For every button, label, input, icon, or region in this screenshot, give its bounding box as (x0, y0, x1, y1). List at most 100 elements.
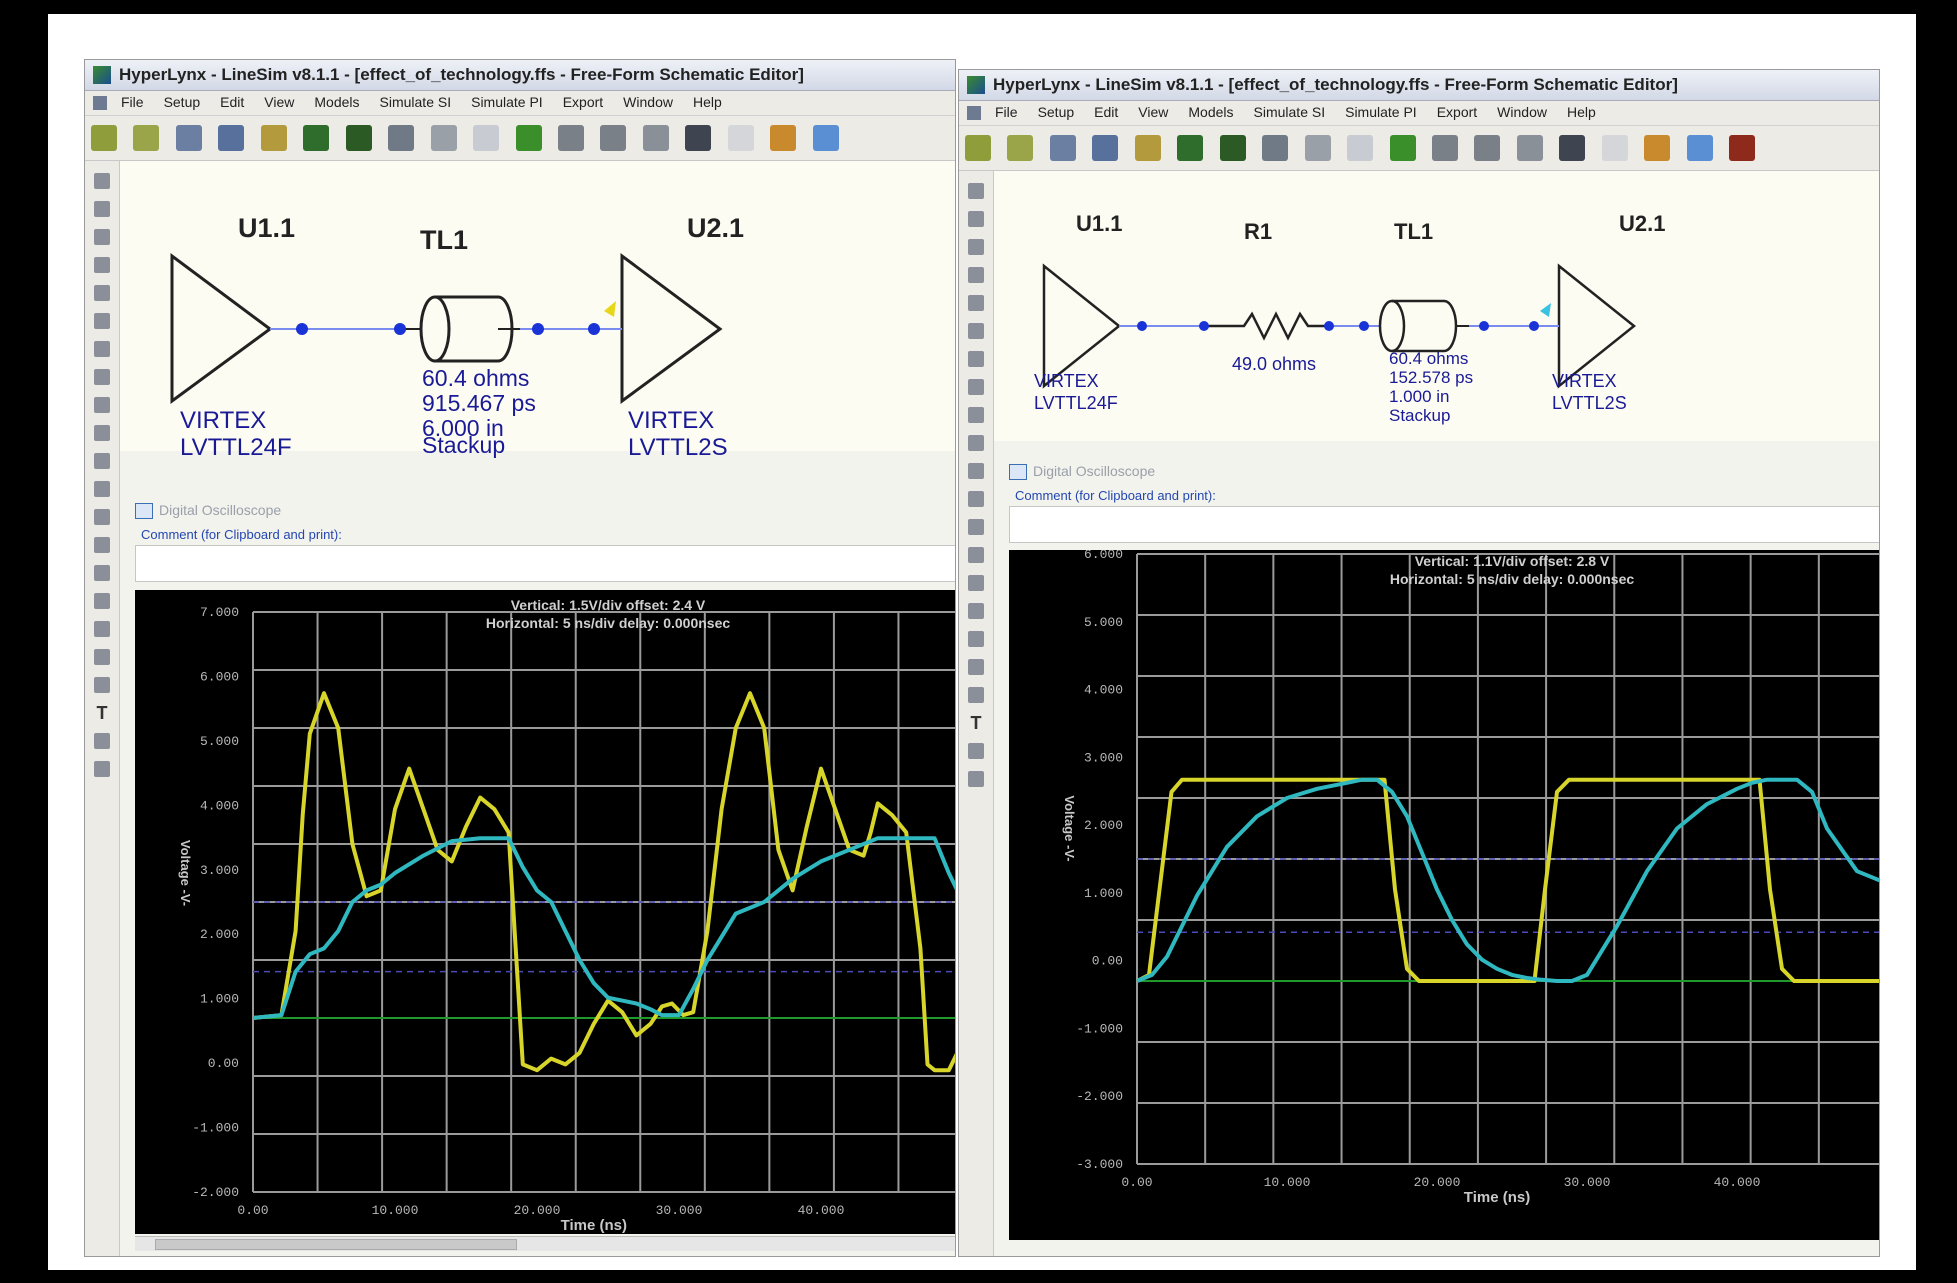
oscilloscope-icon[interactable] (770, 125, 797, 151)
save-all-icon[interactable] (1092, 135, 1119, 161)
menu-export[interactable]: Export (1436, 104, 1478, 120)
save-icon[interactable] (1049, 135, 1076, 161)
lossy-tool-icon[interactable] (968, 603, 984, 619)
menu-edit[interactable]: Edit (1094, 104, 1119, 120)
ic-tool-icon[interactable] (94, 201, 110, 217)
print-icon[interactable] (1262, 135, 1289, 161)
copy-icon[interactable] (473, 125, 500, 151)
menu-window[interactable]: Window (1497, 104, 1547, 120)
capacitor-tool-icon[interactable] (968, 295, 984, 311)
coupling-tool-icon[interactable] (94, 537, 110, 553)
mirror-tool-icon[interactable] (968, 771, 984, 787)
print-icon[interactable] (388, 125, 415, 151)
open-schematic-icon[interactable] (133, 125, 160, 151)
fit-icon[interactable] (642, 125, 669, 151)
schematic-canvas[interactable]: U1.1 TL1 U2.1 VIRTEX LVTTL24F 60.4 ohms … (120, 161, 955, 461)
grid-icon[interactable] (1601, 135, 1628, 161)
pan-icon[interactable] (685, 125, 712, 151)
folder-icon[interactable] (1134, 135, 1161, 161)
chip-icon[interactable] (515, 125, 542, 151)
horizontal-scrollbar[interactable] (135, 1236, 955, 1251)
menu-setup[interactable]: Setup (163, 94, 201, 110)
tline-tool-icon[interactable] (968, 239, 984, 255)
menu-view[interactable]: View (1138, 104, 1169, 120)
connector-tool-icon[interactable] (94, 369, 110, 385)
menu-models[interactable]: Models (1188, 104, 1234, 120)
pointer-tool-icon[interactable] (94, 173, 110, 189)
ferrite-tool-icon[interactable] (94, 341, 110, 357)
scrollbar-thumb[interactable] (155, 1239, 517, 1250)
via-tool-icon[interactable] (94, 397, 110, 413)
wire-tool-icon[interactable] (94, 677, 110, 693)
diode-tool-icon[interactable] (968, 435, 984, 451)
zoom-out-icon[interactable] (600, 125, 627, 151)
comment-input[interactable] (135, 545, 955, 582)
oscilloscope-icon[interactable] (1644, 135, 1671, 161)
rotate-tool-icon[interactable] (968, 743, 984, 759)
power-tool-icon[interactable] (94, 481, 110, 497)
zoom-in-icon[interactable] (1431, 135, 1458, 161)
filter-tool-icon[interactable] (94, 621, 110, 637)
open-board-icon[interactable] (965, 135, 991, 161)
document-icon[interactable] (93, 96, 107, 110)
ground-tool-icon[interactable] (968, 463, 984, 479)
menu-view[interactable]: View (264, 94, 295, 110)
menu-help[interactable]: Help (1566, 104, 1596, 120)
zoom-out-icon[interactable] (1474, 135, 1501, 161)
resistor-tool-icon[interactable] (94, 257, 110, 273)
resistor-tool-icon[interactable] (968, 267, 984, 283)
cable-tool-icon[interactable] (94, 565, 110, 581)
board-dark-icon[interactable] (345, 125, 372, 151)
ground-tool-icon[interactable] (94, 453, 110, 469)
coupling-tool-icon[interactable] (968, 547, 984, 563)
inductor-tool-icon[interactable] (968, 323, 984, 339)
open-schematic-icon[interactable] (1007, 135, 1034, 161)
probe-tool-icon[interactable] (968, 519, 984, 535)
pan-icon[interactable] (1559, 135, 1586, 161)
menu-export[interactable]: Export (562, 94, 604, 110)
tline-tool-icon[interactable] (94, 229, 110, 245)
rotate-tool-icon[interactable] (94, 733, 110, 749)
title-bar[interactable]: HyperLynx - LineSim v8.1.1 - [effect_of_… (959, 70, 1879, 101)
ic-tool-icon[interactable] (968, 211, 984, 227)
menu-file[interactable]: File (121, 94, 144, 110)
wire-tool-icon[interactable] (968, 687, 984, 703)
power-tool-icon[interactable] (968, 491, 984, 507)
copy-icon[interactable] (1347, 135, 1374, 161)
undo-icon[interactable] (430, 125, 457, 151)
save-icon[interactable] (175, 125, 202, 151)
junction-tool-icon[interactable] (968, 659, 984, 675)
text-tool-icon[interactable]: T (970, 713, 982, 733)
inductor-tool-icon[interactable] (94, 313, 110, 329)
menu-simulate-pi[interactable]: Simulate PI (1345, 104, 1417, 120)
capacitor-tool-icon[interactable] (94, 285, 110, 301)
zoom-in-icon[interactable] (557, 125, 584, 151)
title-bar[interactable]: HyperLynx - LineSim v8.1.1 - [effect_of_… (85, 60, 955, 91)
via-tool-icon[interactable] (968, 407, 984, 423)
open-board-icon[interactable] (91, 125, 117, 151)
grid-icon[interactable] (727, 125, 754, 151)
text-tool-icon[interactable]: T (96, 703, 108, 723)
menu-window[interactable]: Window (623, 94, 673, 110)
mirror-tool-icon[interactable] (94, 761, 110, 777)
board-green-icon[interactable] (303, 125, 330, 151)
junction-tool-icon[interactable] (94, 649, 110, 665)
save-all-icon[interactable] (218, 125, 245, 151)
terminator-icon[interactable] (1686, 135, 1713, 161)
lossy-tool-icon[interactable] (94, 593, 110, 609)
menu-help[interactable]: Help (692, 94, 722, 110)
terminator-icon[interactable] (812, 125, 839, 151)
menu-setup[interactable]: Setup (1037, 104, 1075, 120)
cable-tool-icon[interactable] (968, 575, 984, 591)
chip-icon[interactable] (1389, 135, 1416, 161)
menu-simulate-si[interactable]: Simulate SI (379, 94, 452, 110)
diode-tool-icon[interactable] (94, 425, 110, 441)
board-dark-icon[interactable] (1219, 135, 1246, 161)
filter-tool-icon[interactable] (968, 631, 984, 647)
board-green-icon[interactable] (1177, 135, 1204, 161)
comment-input[interactable] (1009, 506, 1879, 543)
stop-icon[interactable] (1729, 135, 1756, 161)
menu-simulate-pi[interactable]: Simulate PI (471, 94, 543, 110)
document-icon[interactable] (967, 106, 981, 120)
menu-models[interactable]: Models (314, 94, 360, 110)
